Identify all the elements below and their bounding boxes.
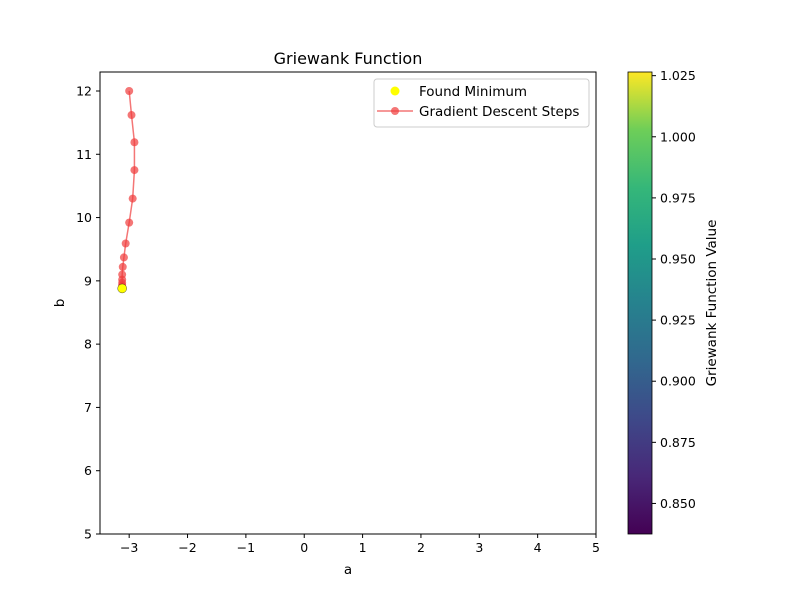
x-tick-label: −3 xyxy=(120,540,138,555)
gradient-descent-point xyxy=(125,218,134,227)
gradient-descent-point xyxy=(128,194,137,203)
colorbar: 0.850 0.875 0.900 0.925 0.950 0.975 1.000 1.025… xyxy=(627,68,720,535)
legend-box xyxy=(373,78,590,128)
gradient-descent-point xyxy=(127,111,136,120)
plot-frame xyxy=(99,71,597,535)
y-tick-label: 7 xyxy=(84,400,92,415)
y-axis-ticks: 5 6 7 8 9 10 11 12 xyxy=(76,83,100,542)
colorbar-tick-label: 1.025 xyxy=(660,68,696,83)
y-tick-label: 11 xyxy=(76,147,92,162)
x-tick-label: −1 xyxy=(237,540,255,555)
colorbar-gradient xyxy=(627,71,653,535)
gradient-descent-point xyxy=(119,253,128,262)
x-tick-label: 5 xyxy=(592,540,600,555)
legend-label-found-minimum: Found Minimum xyxy=(419,84,527,100)
y-axis-label: b xyxy=(52,299,68,308)
colorbar-tick-label: 0.925 xyxy=(660,313,696,328)
y-tick-label: 5 xyxy=(84,527,92,542)
gradient-descent-point xyxy=(118,262,127,271)
x-tick-label: −2 xyxy=(178,540,196,555)
y-tick-label: 12 xyxy=(76,83,92,98)
legend-label-gradient-descent: Gradient Descent Steps xyxy=(419,104,579,120)
colorbar-tick-label: 0.850 xyxy=(660,496,696,511)
x-tick-label: 0 xyxy=(300,540,308,555)
x-axis-label: a xyxy=(344,562,352,578)
legend-marker-found-minimum xyxy=(390,86,400,96)
colorbar-tick-label: 0.875 xyxy=(660,435,696,450)
gradient-descent-point xyxy=(125,86,134,95)
colorbar-tick-label: 1.000 xyxy=(660,129,696,144)
gradient-descent-point xyxy=(130,138,139,147)
x-tick-label: 1 xyxy=(359,540,367,555)
y-tick-label: 8 xyxy=(84,337,92,352)
found-minimum-point xyxy=(117,283,127,294)
colorbar-ticks: 0.850 0.875 0.900 0.925 0.950 0.975 1.000 1.025 xyxy=(652,68,696,511)
legend-marker-gradient-descent xyxy=(391,107,399,115)
gradient-descent-point xyxy=(121,239,130,248)
colorbar-tick-label: 0.975 xyxy=(660,190,696,205)
chart-title: Griewank Function xyxy=(274,49,423,68)
colorbar-tick-label: 0.900 xyxy=(660,374,696,389)
legend: Found Minimum Gradient Descent Steps xyxy=(373,78,590,128)
y-tick-label: 9 xyxy=(84,273,92,288)
series-layer xyxy=(117,86,139,294)
colorbar-label: Griewank Function Value xyxy=(704,220,720,387)
gradient-descent-point xyxy=(130,166,139,175)
x-tick-label: 2 xyxy=(417,540,425,555)
colorbar-tick-label: 0.950 xyxy=(660,252,696,267)
y-tick-label: 10 xyxy=(76,210,92,225)
y-tick-label: 6 xyxy=(84,463,92,478)
x-tick-label: 4 xyxy=(534,540,542,555)
x-axis-ticks: −3 −2 −1 0 1 2 3 4 5 xyxy=(120,534,600,555)
x-tick-label: 3 xyxy=(475,540,483,555)
